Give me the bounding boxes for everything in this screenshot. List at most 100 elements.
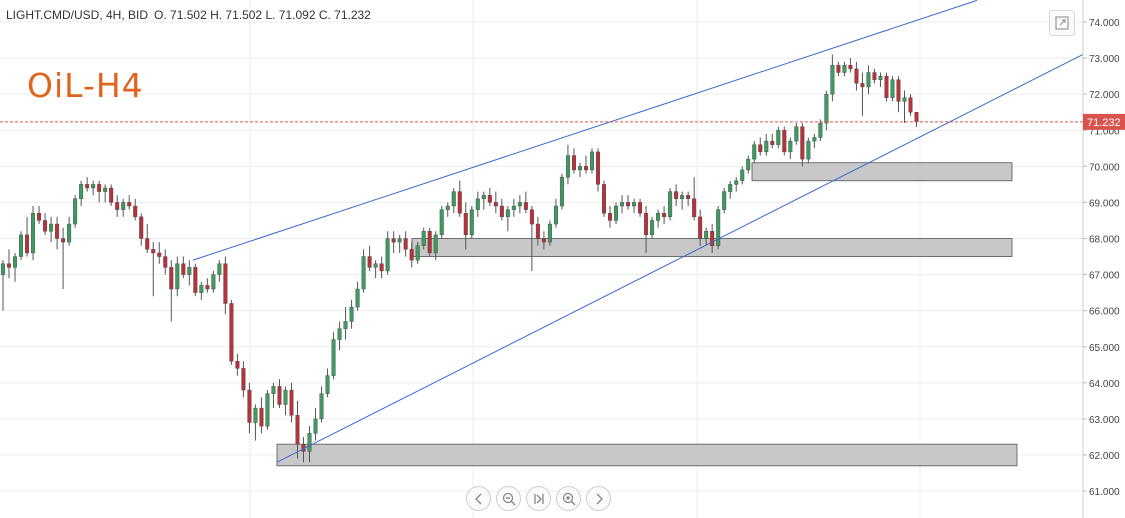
candle: [469, 206, 474, 239]
candle: [295, 400, 300, 459]
candle-body: [788, 140, 793, 153]
fullscreen-icon: [1055, 16, 1069, 30]
candle: [626, 195, 631, 210]
candle: [890, 76, 895, 102]
candle-body: [211, 274, 216, 290]
candle-body: [415, 245, 420, 261]
symbol-ohlc-header: LIGHT.CMD/USD, 4H, BID O. 71.502 H. 71.50…: [6, 8, 377, 22]
candle: [908, 94, 913, 116]
fullscreen-button[interactable]: [1049, 10, 1075, 36]
trendline-lower: [276, 54, 1084, 463]
candle: [848, 58, 853, 73]
support-zone: [276, 443, 1018, 467]
candle-body: [373, 263, 378, 268]
price-axis[interactable]: 61.000 62.000 63.000 64.000 65.000 66.000 67.0…: [1082, 0, 1125, 518]
candle-body: [403, 238, 408, 250]
candle-body: [722, 191, 727, 210]
support-zones: [276, 162, 1018, 467]
candle-body: [427, 231, 432, 254]
candle: [253, 404, 258, 441]
candle-body: [908, 97, 913, 113]
scroll-right-button[interactable]: [586, 486, 611, 511]
candle-body: [884, 75, 889, 98]
candle: [343, 307, 348, 340]
candle-body: [337, 328, 342, 340]
candle: [734, 177, 739, 192]
candle: [866, 65, 871, 95]
candle: [638, 198, 643, 217]
candle: [493, 191, 498, 214]
candle: [662, 206, 667, 225]
candle: [656, 209, 661, 228]
candle: [602, 180, 607, 217]
candle-body: [283, 389, 288, 405]
candle: [169, 260, 174, 322]
candle-body: [770, 140, 775, 145]
candle-body: [445, 205, 450, 210]
candle: [812, 133, 817, 149]
candle: [668, 187, 673, 221]
candle-body: [43, 220, 48, 232]
candle-body: [836, 65, 841, 73]
candle-body: [541, 238, 546, 243]
candle-body: [61, 238, 66, 243]
price-tick-label: 72.000: [1089, 90, 1120, 101]
candle: [517, 195, 522, 214]
trendlines: [192, 0, 1084, 463]
chart-annotation-label: OiL-H4: [27, 66, 144, 105]
candle-body: [499, 205, 504, 218]
candle-body: [547, 223, 552, 243]
reset-chart-button[interactable]: [526, 486, 551, 511]
candle: [589, 148, 594, 174]
candle: [307, 426, 312, 463]
candle: [854, 61, 859, 91]
candle: [349, 299, 354, 329]
candle-body: [277, 386, 282, 405]
candle: [145, 224, 150, 253]
candle-body: [776, 130, 781, 145]
candle: [319, 386, 324, 423]
candle: [559, 173, 564, 210]
candle: [55, 216, 60, 250]
candle-body: [307, 433, 312, 452]
candle-body: [91, 184, 96, 189]
candle-body: [349, 306, 354, 322]
candle-body: [439, 209, 444, 236]
candle-body: [656, 213, 661, 221]
candle-body: [872, 72, 877, 80]
candle: [902, 90, 907, 124]
candle-body: [589, 151, 594, 171]
candle-body: [493, 202, 498, 207]
price-tick-label: 61.000: [1089, 487, 1120, 498]
candle: [445, 202, 450, 217]
candle: [475, 191, 480, 217]
zoom-in-button[interactable]: [556, 486, 581, 511]
candle-body: [409, 249, 414, 261]
candle: [109, 184, 114, 207]
candle: [433, 231, 438, 261]
candle: [283, 386, 288, 416]
scroll-left-button[interactable]: [466, 486, 491, 511]
candle-body: [854, 68, 859, 84]
candle: [463, 202, 468, 250]
candle-body: [565, 155, 570, 178]
candle: [337, 321, 342, 351]
candle: [331, 332, 336, 380]
candle-body: [289, 389, 294, 416]
candle-body: [253, 407, 258, 423]
price-tick-label: 65.000: [1089, 343, 1120, 354]
candle-body: [451, 191, 456, 207]
candle-body: [313, 418, 318, 434]
candle: [7, 249, 12, 279]
candle-body: [620, 202, 625, 207]
candle: [373, 260, 378, 279]
candle: [439, 206, 444, 239]
candle-body: [433, 234, 438, 254]
candle-body: [475, 198, 480, 210]
candle: [547, 220, 552, 246]
candle-body: [668, 191, 673, 218]
zoom-out-button[interactable]: [496, 486, 521, 511]
candle-body: [37, 213, 42, 221]
candle-body: [73, 198, 78, 225]
